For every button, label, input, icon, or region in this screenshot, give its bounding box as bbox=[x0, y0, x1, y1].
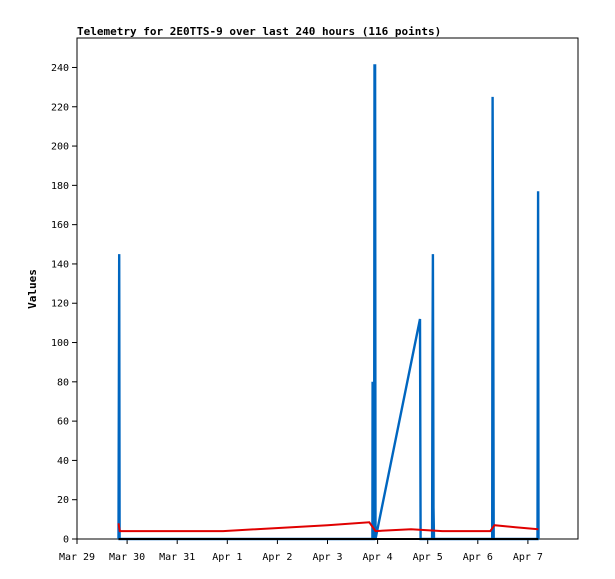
y-tick-label: 200 bbox=[51, 142, 69, 153]
y-tick-label: 180 bbox=[51, 181, 69, 192]
y-axis: 0 20 40 60 80 100 120 140 160 180 200 220 240 bbox=[51, 63, 77, 546]
y-tick-label: 140 bbox=[51, 259, 69, 270]
x-tick-label: Apr 7 bbox=[513, 552, 543, 563]
y-tick-label: 20 bbox=[57, 495, 69, 506]
y-tick-label: 240 bbox=[51, 63, 69, 74]
y-tick-label: 160 bbox=[51, 220, 69, 231]
chart-title: Telemetry for 2E0TTS-9 over last 240 hou… bbox=[77, 25, 441, 38]
x-tick-label: Apr 2 bbox=[262, 552, 292, 563]
series-layer bbox=[117, 64, 540, 541]
series-line-2 bbox=[117, 521, 539, 533]
y-tick-label: 60 bbox=[57, 417, 69, 428]
x-axis: Mar 29 Mar 30 Mar 31 Apr 1 Apr 2 Apr 3 Apr 4 Ap… bbox=[59, 539, 543, 563]
x-tick-label: Mar 29 bbox=[59, 552, 95, 563]
x-tick-label: Apr 3 bbox=[312, 552, 342, 563]
plot-frame bbox=[76, 37, 579, 540]
series-line-1 bbox=[117, 64, 540, 541]
y-axis-label: Values bbox=[26, 269, 39, 309]
x-tick-label: Apr 4 bbox=[363, 552, 393, 563]
y-tick-label: 80 bbox=[57, 377, 69, 388]
y-tick-label: 120 bbox=[51, 299, 69, 310]
x-tick-label: Apr 5 bbox=[413, 552, 443, 563]
y-tick-label: 220 bbox=[51, 102, 69, 113]
x-tick-label: Apr 6 bbox=[463, 552, 493, 563]
y-tick-label: 0 bbox=[63, 535, 69, 546]
y-tick-label: 40 bbox=[57, 456, 69, 467]
x-tick-label: Mar 30 bbox=[109, 552, 145, 563]
x-tick-label: Mar 31 bbox=[159, 552, 195, 563]
y-tick-label: 100 bbox=[51, 338, 69, 349]
x-tick-label: Apr 1 bbox=[212, 552, 242, 563]
